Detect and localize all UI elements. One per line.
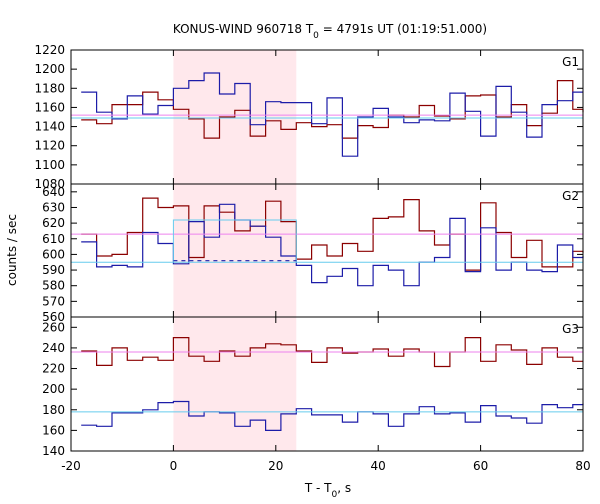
panel-g1-y-tick-label: 1100 [34, 158, 65, 172]
panel-g3-series-blue [81, 400, 584, 431]
chart-title: KONUS-WIND 960718 T0 = 4791s UT (01:19:5… [173, 22, 487, 41]
panel-g2-burst-level [172, 219, 297, 263]
panel-g3-frame [70, 316, 584, 452]
x-tick-label: 80 [575, 459, 590, 473]
x-axis-title: T - T0, s [304, 481, 351, 500]
panel-g2-y-tick-label: 560 [42, 310, 65, 324]
x-tick-label: 0 [170, 459, 178, 473]
x-tick-label: 60 [473, 459, 488, 473]
x-tick-label: -20 [61, 459, 81, 473]
panel-g2-y-tick-label: 630 [42, 200, 65, 214]
panel-g3-y-tick-label: 240 [42, 341, 65, 355]
panel-g1-y-tick-label: 1180 [34, 81, 65, 95]
panel-g1-y-tick-label: 1160 [34, 100, 65, 114]
panel-g2-y-tick-label: 580 [42, 279, 65, 293]
panel-g1-y-tick-label: 1080 [34, 177, 65, 191]
panel-g2-series-blue [81, 203, 584, 287]
panel-g2-y-tick-label: 600 [42, 247, 65, 261]
panel-g3-label: G3 [562, 322, 579, 336]
panel-g1-label: G1 [562, 55, 579, 69]
panel-g1-y-tick-label: 1200 [34, 62, 65, 76]
panel-g1-series-red [81, 80, 584, 139]
panel-g2-y-tick-label: 610 [42, 232, 65, 246]
panel-g3-y-tick-label: 220 [42, 362, 65, 376]
panel-g3-y-tick-label: 180 [42, 403, 65, 417]
panel-g3-y-tick-label: 160 [42, 423, 65, 437]
panel-g2-y-tick-label: 570 [42, 294, 65, 308]
plot-area: 1100 1120 1140 1160 1180 1200 1220 1080 G1 560 570… [34, 43, 590, 473]
panel-g2-label: G2 [562, 189, 579, 203]
panel-g2-y-tick-label: 640 [42, 185, 65, 199]
panel-g1-y-tick-label: 1140 [34, 120, 65, 134]
panel-g3-y-tick-label: 260 [42, 320, 65, 334]
panel-g3-y-tick-label: 140 [42, 444, 65, 458]
panel-g1-series-blue [81, 72, 583, 157]
x-tick-label: 40 [371, 459, 386, 473]
x-tick-label: 20 [268, 459, 283, 473]
panel-g2-y-tick-label: 590 [42, 263, 65, 277]
panel-g2-series-red [81, 197, 584, 271]
panel-g1-y-tick-label: 1220 [34, 43, 65, 57]
panel-g1-y-tick-label: 1120 [34, 139, 65, 153]
y-axis-title: counts / sec [5, 214, 19, 286]
panel-g3-y-tick-label: 200 [42, 382, 65, 396]
panel-g3-series-red [81, 337, 583, 368]
panel-g2-y-tick-label: 620 [42, 216, 65, 230]
